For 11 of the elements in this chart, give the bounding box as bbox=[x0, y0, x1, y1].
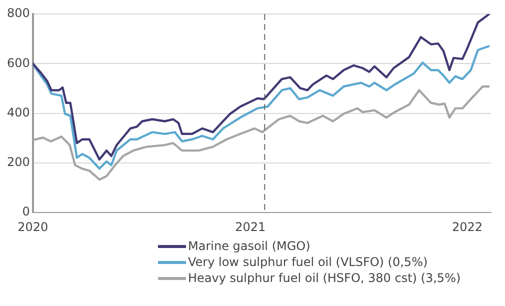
legend-label: Heavy sulphur fuel oil (HSFO, 380 cst) (3,5%) bbox=[188, 270, 461, 286]
y-tick-label: 400 bbox=[7, 105, 30, 120]
legend-label: Very low sulphur fuel oil (VLSFO) (0,5%) bbox=[188, 254, 428, 270]
legend-label: Marine gasoil (MGO) bbox=[188, 238, 310, 254]
y-tick-label: 0 bbox=[22, 204, 30, 219]
y-tick-label: 800 bbox=[7, 6, 30, 20]
y-tick-label: 200 bbox=[7, 155, 30, 170]
x-tick-label: 2022 bbox=[452, 220, 483, 234]
x-tick-label: 2020 bbox=[18, 220, 48, 234]
x-tick-label: 2021 bbox=[235, 220, 266, 234]
y-tick-label: 600 bbox=[7, 56, 30, 70]
